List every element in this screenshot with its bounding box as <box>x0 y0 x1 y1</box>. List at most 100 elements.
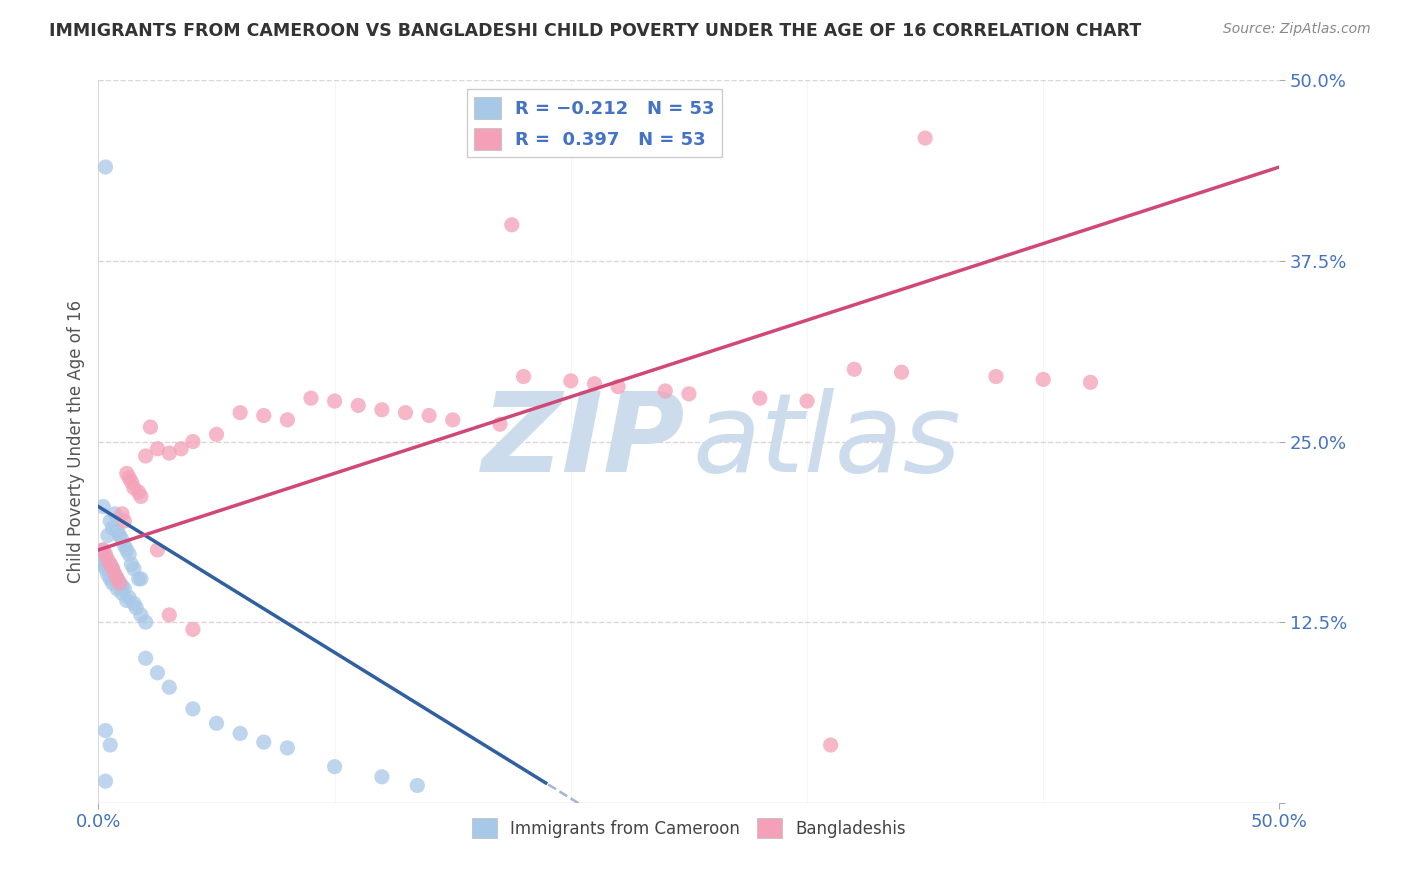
Point <box>90 553 112 567</box>
Point <box>135 449 157 463</box>
Point <box>1032 372 1054 386</box>
Point <box>122 562 145 576</box>
Point <box>98 738 121 752</box>
Point <box>129 490 152 504</box>
Text: atlas: atlas <box>693 388 962 495</box>
Point <box>135 651 157 665</box>
Point <box>122 481 145 495</box>
Point <box>91 558 114 572</box>
Point <box>844 362 866 376</box>
Point <box>111 586 134 600</box>
Point <box>678 387 700 401</box>
Point <box>512 369 534 384</box>
Point <box>97 553 120 567</box>
Point <box>111 533 134 547</box>
Point <box>112 539 135 553</box>
Point <box>108 528 131 542</box>
Point <box>91 542 114 557</box>
Point <box>157 680 180 694</box>
Point <box>104 507 127 521</box>
Point <box>105 572 128 586</box>
Point <box>101 521 124 535</box>
Point <box>560 374 582 388</box>
Point <box>205 716 228 731</box>
Point <box>98 514 121 528</box>
Point <box>323 760 346 774</box>
Point <box>146 442 169 456</box>
Point <box>229 406 252 420</box>
Point <box>108 576 131 591</box>
Legend: Immigrants from Cameroon, Bangladeshis: Immigrants from Cameroon, Bangladeshis <box>465 812 912 845</box>
Point <box>91 500 114 514</box>
Point <box>418 409 440 423</box>
Point <box>146 542 169 557</box>
Point <box>121 475 143 489</box>
Point <box>111 507 134 521</box>
Point <box>118 470 141 484</box>
Point <box>748 391 770 405</box>
Point <box>170 442 193 456</box>
Point <box>105 524 128 538</box>
Point <box>229 726 252 740</box>
Point <box>118 547 141 561</box>
Point <box>205 427 228 442</box>
Point <box>253 735 276 749</box>
Point <box>1080 376 1102 390</box>
Point <box>115 467 138 481</box>
Point <box>181 434 204 449</box>
Point <box>157 446 180 460</box>
Point <box>128 485 150 500</box>
Point <box>94 723 117 738</box>
Point <box>125 600 148 615</box>
Point <box>97 528 120 542</box>
Point <box>101 562 124 576</box>
Point <box>394 406 416 420</box>
Point <box>139 420 162 434</box>
Point <box>501 218 523 232</box>
Point <box>299 391 322 405</box>
Y-axis label: Child Poverty Under the Age of 16: Child Poverty Under the Age of 16 <box>66 300 84 583</box>
Point <box>91 542 114 557</box>
Point <box>984 369 1007 384</box>
Point <box>129 572 152 586</box>
Point <box>94 160 117 174</box>
Text: Source: ZipAtlas.com: Source: ZipAtlas.com <box>1223 22 1371 37</box>
Point <box>914 131 936 145</box>
Point <box>98 558 121 572</box>
Point <box>98 572 121 586</box>
Point <box>820 738 842 752</box>
Point <box>115 542 138 557</box>
Point <box>276 413 298 427</box>
Point <box>157 607 180 622</box>
Point <box>181 623 204 637</box>
Point <box>253 409 276 423</box>
Point <box>94 547 117 561</box>
Text: ZIP: ZIP <box>482 388 685 495</box>
Point <box>583 376 606 391</box>
Point <box>796 394 818 409</box>
Point <box>654 384 676 398</box>
Point <box>112 514 135 528</box>
Point <box>94 562 117 576</box>
Point <box>323 394 346 409</box>
Point <box>105 582 128 596</box>
Point <box>607 379 630 393</box>
Point <box>406 779 429 793</box>
Point <box>101 576 124 591</box>
Point <box>181 702 204 716</box>
Point <box>111 579 134 593</box>
Point <box>115 593 138 607</box>
Point <box>489 417 512 432</box>
Point <box>104 567 127 582</box>
Point <box>94 774 117 789</box>
Point <box>122 596 145 610</box>
Point <box>276 740 298 755</box>
Point <box>371 402 394 417</box>
Point <box>104 567 127 582</box>
Point <box>128 572 150 586</box>
Point <box>121 558 143 572</box>
Point <box>108 576 131 591</box>
Point <box>441 413 464 427</box>
Point <box>129 607 152 622</box>
Text: IMMIGRANTS FROM CAMEROON VS BANGLADESHI CHILD POVERTY UNDER THE AGE OF 16 CORREL: IMMIGRANTS FROM CAMEROON VS BANGLADESHI … <box>49 22 1142 40</box>
